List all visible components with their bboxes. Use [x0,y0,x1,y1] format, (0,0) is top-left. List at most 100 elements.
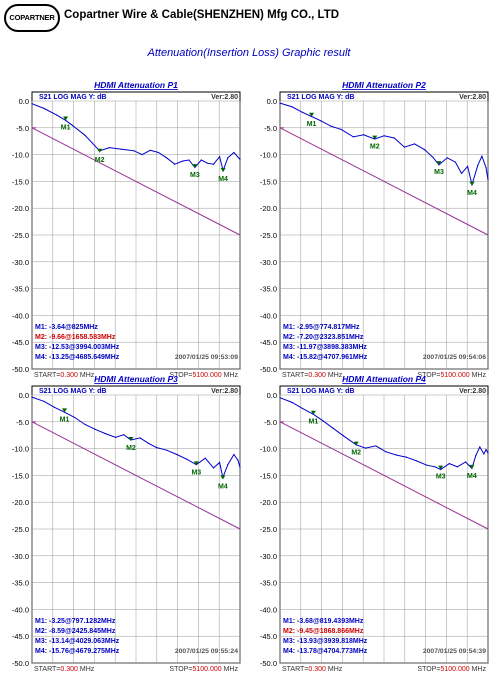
trace-point [43,400,45,403]
version-label: Ver:2.80 [211,94,238,101]
trace-point [239,466,241,468]
stop-frequency: STOP=5100.000 MHz [169,372,238,379]
marker-readout: M3: -13.14@4029.063MHz [35,638,120,645]
marker-readout: M2: -9.66@1658.583MHz [35,334,116,341]
trace-point [454,161,456,163]
stop-value: 5100.000 [192,666,221,673]
page-title: Attenuation(Insertion Loss) Graphic resu… [147,47,351,59]
y-tick-label: -15.0 [260,177,277,186]
marker-pointer [469,181,475,186]
chart-panel-p2: HDMI Attenuation P2 S21 LOG MAG Y: dB Ver:… [260,80,489,379]
trace-point [448,463,450,465]
marker-label: M2 [95,157,105,164]
trace-point [279,397,281,399]
y-tick-label: -30.0 [12,258,29,267]
trace-point [467,165,469,167]
logo-text: COPARTNER [9,13,55,22]
trace-point [363,134,365,136]
y-tick-label: -45.0 [260,338,277,347]
y-tick-label: -50.0 [12,365,29,374]
trace-point [165,157,168,159]
start-unit: MHz [326,372,343,379]
marker-label: M2 [370,144,380,151]
trace-point [212,467,215,469]
trace-point [424,149,426,151]
trace-point [395,454,397,456]
marker-label: M1 [307,121,317,128]
trace-point [279,102,281,104]
trace-point [74,416,76,419]
marker-label: M3 [434,169,444,176]
trace-point [301,407,304,409]
trace-point [456,466,459,468]
trace-point [31,396,33,398]
trace-point [483,453,485,455]
trace-point [413,143,416,145]
chart-title: HDMI Attenuation P3 [94,374,178,384]
y-tick-label: -35.0 [12,579,29,588]
y-tick-label: -5.0 [264,124,277,133]
trace-point [108,147,111,149]
version-label: Ver:2.80 [211,388,238,395]
start-label: START= [282,372,308,379]
marker-pointer [97,148,103,153]
marker-label: M3 [190,172,200,179]
marker-readout: M3: -12.53@3994.003MHz [35,344,120,351]
stop-frequency: STOP=5100.000 MHz [169,666,238,673]
trace-point [485,449,487,451]
trace-point [212,163,215,165]
y-tick-label: -20.0 [260,498,277,507]
y-tick-label: -35.0 [260,285,277,294]
y-tick-label: -15.0 [260,471,277,480]
y-tick-label: -50.0 [260,659,277,668]
trace-point [352,136,355,138]
marker-pointer [220,475,226,480]
trace-point [340,128,342,131]
trace-point [219,156,221,158]
y-tick-label: -40.0 [12,605,29,614]
trace-point [446,157,448,159]
marker-pointer [128,437,134,442]
marker-readout: M3: -11.97@3898.383MHz [283,344,367,351]
trace-point [227,157,229,159]
trace-point [475,454,477,457]
chart-title: HDMI Attenuation P4 [342,374,426,384]
start-frequency: START=0.300 MHz [282,372,343,379]
marker-label: M4 [467,190,477,197]
stop-frequency: STOP=5100.000 MHz [417,372,486,379]
stop-label: STOP= [417,666,440,673]
stop-unit: MHz [470,666,487,673]
marker-readout: M1: -3.25@797.1282MHz [35,618,116,625]
chart-title: HDMI Attenuation P2 [342,80,426,90]
start-frequency: START=0.300 MHz [34,372,95,379]
y-tick-label: -45.0 [12,632,29,641]
y-tick-label: -20.0 [12,204,29,213]
y-tick-label: -15.0 [12,177,29,186]
y-tick-label: -50.0 [12,659,29,668]
y-tick-label: -10.0 [12,445,29,454]
trace-point [123,434,125,436]
trace-point [104,432,107,435]
y-tick-label: -30.0 [260,552,277,561]
marker-pointer [436,161,442,166]
y-tick-label: -30.0 [260,258,277,267]
y-tick-label: -40.0 [260,311,277,320]
trace-point [53,406,56,408]
stop-unit: MHz [222,372,239,379]
trace-point [320,120,322,122]
trace-point [55,114,58,116]
trace-point [239,158,241,161]
stop-unit: MHz [470,372,487,379]
y-tick-label: -25.0 [12,231,29,240]
marker-readout: M2: -8.59@2425.845MHz [35,628,116,635]
marker-readout: M4: -15.82@4707.961MHz [283,354,368,361]
marker-readout: M4: -13.78@4704.773MHz [283,648,368,655]
y-tick-label: -40.0 [260,605,277,614]
marker-label: M3 [436,474,446,481]
trace-point [188,159,190,161]
stop-value: 5100.000 [440,372,469,379]
y-tick-label: -15.0 [12,471,29,480]
trace-point [479,446,481,448]
marker-pointer [310,410,316,415]
marker-label: M1 [60,416,70,423]
